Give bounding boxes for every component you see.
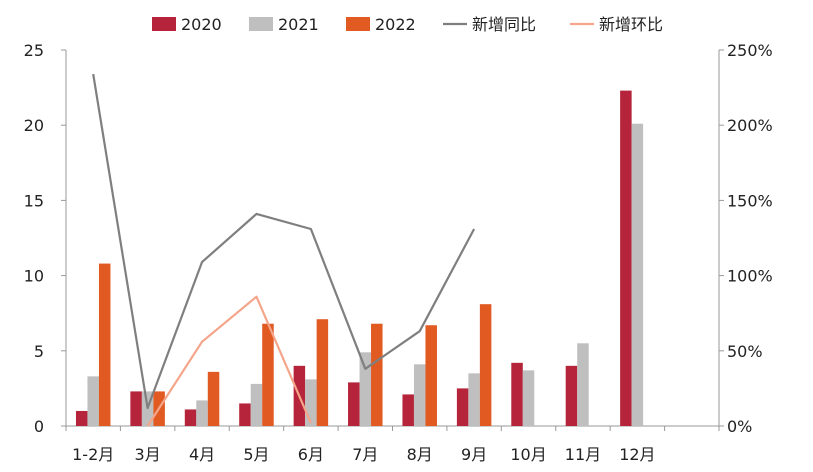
bar-2020 <box>184 409 197 426</box>
lines <box>92 73 476 427</box>
x-tick-label: 4月 <box>189 445 215 464</box>
bar-2020 <box>402 394 414 426</box>
bar-2020 <box>130 391 142 426</box>
bars <box>75 90 644 427</box>
bar-2020 <box>75 410 88 426</box>
bar-2021 <box>359 352 372 426</box>
bar-2020 <box>620 90 632 426</box>
bar-2022 <box>425 325 437 426</box>
bar-2021 <box>250 383 263 426</box>
right-tick-label: 0% <box>727 417 752 436</box>
bar-2020 <box>565 365 578 426</box>
bar-2021 <box>522 370 535 426</box>
bar-2020 <box>456 388 469 426</box>
x-tick-label: 12月 <box>619 445 655 464</box>
bar-2020 <box>511 362 523 426</box>
bar-2022 <box>479 304 492 426</box>
line-新增同比 <box>92 73 476 410</box>
bar-2022 <box>207 371 220 426</box>
bar-2022 <box>371 323 383 426</box>
bar-2020 <box>348 382 360 426</box>
legend-swatch <box>346 17 370 31</box>
x-tick-label: 7月 <box>352 445 378 464</box>
bar-2021 <box>468 373 480 426</box>
bar-2022 <box>316 319 329 426</box>
legend: 2020 2021 2022 新增同比 新增环比 <box>152 15 663 34</box>
left-tick-label: 20 <box>24 116 44 135</box>
x-tick-label: 1-2月 <box>72 445 114 464</box>
x-tick-label: 5月 <box>243 445 269 464</box>
legend-label: 2020 <box>181 15 222 34</box>
legend-swatch <box>152 17 176 31</box>
left-tick-label: 0 <box>34 417 44 436</box>
legend-label: 新增同比 <box>472 15 536 34</box>
left-tick-label: 25 <box>24 41 44 60</box>
bar-2021 <box>305 379 317 426</box>
x-tick-label: 11月 <box>565 445 601 464</box>
legend-label: 新增环比 <box>599 15 663 34</box>
left-tick-label: 5 <box>34 342 44 361</box>
left-tick-label: 15 <box>24 191 44 210</box>
right-tick-label: 200% <box>727 116 773 135</box>
bar-2021 <box>196 400 208 426</box>
bar-2021 <box>413 364 426 426</box>
x-tick-label: 8月 <box>407 445 433 464</box>
line-新增环比 <box>146 295 312 427</box>
bar-2022 <box>262 323 274 426</box>
bar-2022 <box>98 263 111 426</box>
bar-2021 <box>631 123 644 427</box>
right-tick-label: 150% <box>727 191 773 210</box>
right-tick-label: 50% <box>727 342 763 361</box>
bar-2021 <box>87 376 99 426</box>
x-tick-label: 6月 <box>298 445 324 464</box>
legend-label: 2021 <box>278 15 319 34</box>
legend-label: 2022 <box>375 15 416 34</box>
x-tick-label: 3月 <box>135 445 161 464</box>
bar-2021 <box>577 343 589 426</box>
bar-2020 <box>239 403 251 426</box>
x-tick-label: 9月 <box>461 445 487 464</box>
right-tick-label: 250% <box>727 41 773 60</box>
left-tick-label: 10 <box>24 267 44 286</box>
x-tick-label: 10月 <box>510 445 546 464</box>
axes <box>61 49 724 431</box>
legend-swatch <box>249 17 273 31</box>
right-tick-label: 100% <box>727 267 773 286</box>
